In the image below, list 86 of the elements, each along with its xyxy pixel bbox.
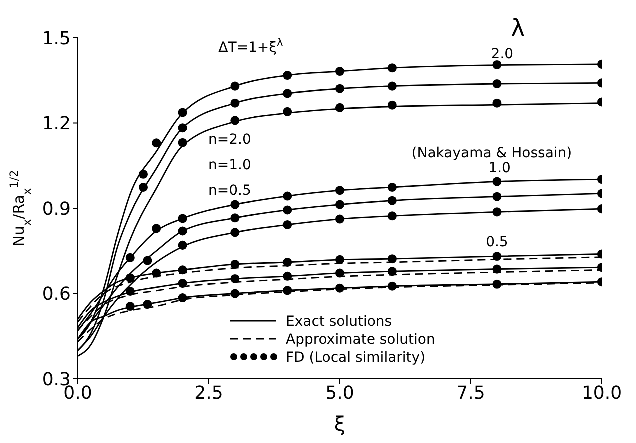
- point: [230, 274, 240, 284]
- point: [126, 274, 135, 283]
- point: [492, 80, 502, 89]
- x-axis-title: ξ: [334, 412, 346, 436]
- point: [138, 170, 148, 179]
- point: [178, 138, 188, 148]
- point: [230, 98, 240, 108]
- point: [388, 212, 397, 221]
- annotation: (Nakayama & Hossain): [412, 146, 572, 162]
- point: [178, 279, 188, 288]
- point: [138, 182, 148, 192]
- point: [126, 286, 135, 296]
- point: [492, 98, 502, 108]
- legend-label: Approximate solution: [286, 332, 436, 348]
- annotation: 0.5: [486, 234, 508, 250]
- annotation: n=0.5: [208, 183, 252, 200]
- point: [152, 268, 162, 278]
- x-tick-label: 5.0: [326, 382, 354, 404]
- annotation: ΔT=1+ξ$^{λ}$: [218, 37, 284, 56]
- point: [178, 240, 188, 250]
- point: [283, 71, 292, 80]
- point: [283, 89, 292, 98]
- point: [283, 107, 292, 116]
- y-tick-label: 0.9: [42, 198, 71, 220]
- y-tick-label: 1.2: [42, 114, 71, 135]
- point: [388, 82, 397, 91]
- annotation: 2.0: [491, 46, 514, 63]
- point: [178, 266, 188, 275]
- point: [230, 214, 240, 223]
- point: [178, 214, 188, 224]
- point: [388, 282, 397, 291]
- point: [388, 267, 397, 276]
- legend-label: FD (Local similarity): [286, 350, 426, 366]
- point: [230, 289, 240, 298]
- point: [143, 256, 152, 266]
- point: [388, 254, 397, 264]
- y-tick-label: 1.5: [42, 28, 71, 50]
- point: [335, 268, 345, 278]
- point: [283, 192, 292, 201]
- point: [335, 255, 345, 264]
- point: [388, 196, 397, 206]
- x-tick-label: 10.0: [582, 382, 622, 404]
- point: [126, 253, 135, 262]
- annotation: λ: [511, 14, 526, 43]
- point: [335, 103, 345, 112]
- point: [492, 177, 502, 186]
- legend-label: Exact solutions: [286, 314, 392, 330]
- point: [283, 286, 292, 296]
- point: [335, 214, 345, 224]
- point: [230, 200, 240, 210]
- point: [388, 182, 397, 192]
- annotation: n=1.0: [208, 158, 252, 174]
- point: [335, 284, 345, 293]
- point: [335, 200, 345, 210]
- point: [178, 108, 188, 118]
- point: [492, 280, 502, 289]
- point: [230, 260, 240, 269]
- point: [152, 138, 162, 148]
- annotation: 1.0: [488, 160, 511, 176]
- point: [152, 224, 162, 234]
- point: [283, 272, 292, 281]
- point: [230, 228, 240, 238]
- x-tick-label: 7.5: [456, 382, 486, 404]
- point: [492, 208, 502, 217]
- point: [492, 264, 502, 274]
- point: [492, 192, 502, 202]
- point: [126, 302, 135, 312]
- point: [283, 206, 292, 215]
- point: [492, 252, 502, 262]
- point: [388, 100, 397, 110]
- point: [143, 300, 152, 310]
- point: [283, 258, 292, 267]
- annotation: n=2.0: [208, 132, 252, 148]
- point: [178, 294, 188, 303]
- point: [283, 220, 292, 230]
- point: [230, 116, 240, 126]
- point: [335, 84, 345, 94]
- point: [178, 124, 188, 133]
- x-tick-label: 2.5: [194, 382, 224, 404]
- point: [492, 60, 502, 70]
- point: [335, 67, 345, 76]
- point: [335, 186, 345, 196]
- point: [388, 64, 397, 73]
- y-tick-label: 0.6: [42, 284, 71, 306]
- point: [178, 226, 188, 236]
- point: [230, 82, 240, 91]
